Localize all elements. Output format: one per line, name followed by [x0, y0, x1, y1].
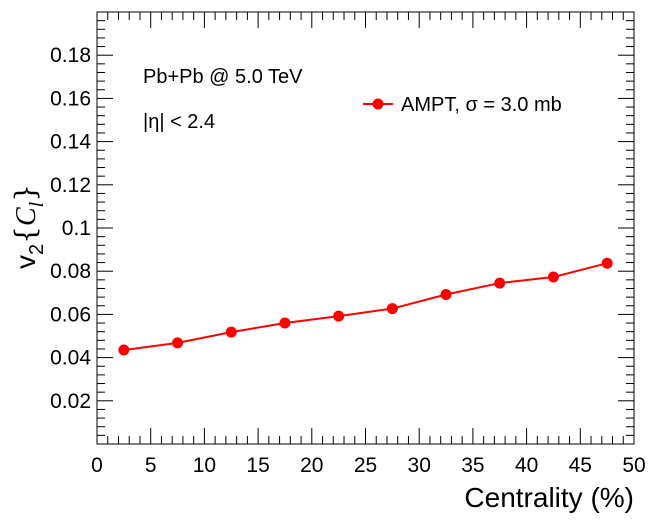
series-layer	[118, 257, 613, 356]
x-tick-labels: 0 5 10 15 20 25 30 35 40 45 50	[91, 454, 646, 477]
legend-label: AMPT, σ = 3.0 mb	[401, 94, 562, 116]
y-title-var: C	[11, 207, 42, 226]
data-point	[118, 344, 130, 356]
y-tick-label: 0.04	[50, 347, 91, 370]
y-title-brace-close: }	[9, 184, 42, 202]
y-tick-label: 0.14	[50, 131, 91, 154]
y-title-brace-open: {	[9, 226, 42, 244]
x-tick-label: 30	[408, 454, 431, 477]
annotation-system: Pb+Pb @ 5.0 TeV	[143, 66, 303, 88]
data-point	[547, 271, 559, 283]
y-tick-label: 0.16	[50, 87, 91, 110]
x-tick-label: 15	[246, 454, 269, 477]
x-tick-label: 10	[193, 454, 216, 477]
x-tick-label: 0	[91, 454, 103, 477]
x-tick-label: 45	[569, 454, 592, 477]
x-tick-label: 40	[515, 454, 538, 477]
data-point	[333, 310, 345, 322]
data-point	[172, 337, 184, 349]
y-tick-label: 0.1	[62, 217, 91, 240]
data-point	[494, 277, 506, 289]
y-title-var-sub: l	[26, 201, 48, 207]
annotation-eta-cut: |η| < 2.4	[143, 111, 215, 133]
data-point	[279, 317, 291, 329]
y-tick-label: 0.08	[50, 260, 91, 283]
x-tick-label: 35	[461, 454, 484, 477]
y-title-base: v	[10, 255, 41, 269]
y-axis-title: v2{Cl}	[9, 184, 48, 269]
axis-ticks	[96, 11, 635, 445]
x-tick-label: 25	[354, 454, 377, 477]
y-tick-label: 0.06	[50, 303, 91, 326]
y-tick-label: 0.12	[50, 174, 91, 197]
x-axis-title: Centrality (%)	[464, 482, 634, 513]
svg-text:v2{Cl}: v2{Cl}	[9, 184, 48, 269]
x-tick-label: 5	[145, 454, 157, 477]
y-title-sub: 2	[26, 244, 48, 255]
y-tick-labels: 0.02 0.04 0.06 0.08 0.1 0.12 0.14 0.16 0.18	[50, 44, 91, 413]
y-tick-label: 0.18	[50, 44, 91, 67]
series-line	[123, 262, 608, 352]
data-point	[386, 303, 398, 315]
y-tick-label: 0.02	[50, 390, 91, 413]
data-point	[225, 326, 237, 338]
x-tick-label: 50	[622, 454, 645, 477]
x-tick-label: 20	[300, 454, 323, 477]
data-point	[601, 257, 613, 269]
data-point	[440, 289, 452, 301]
legend: AMPT, σ = 3.0 mb	[363, 94, 562, 116]
legend-marker	[372, 98, 384, 110]
